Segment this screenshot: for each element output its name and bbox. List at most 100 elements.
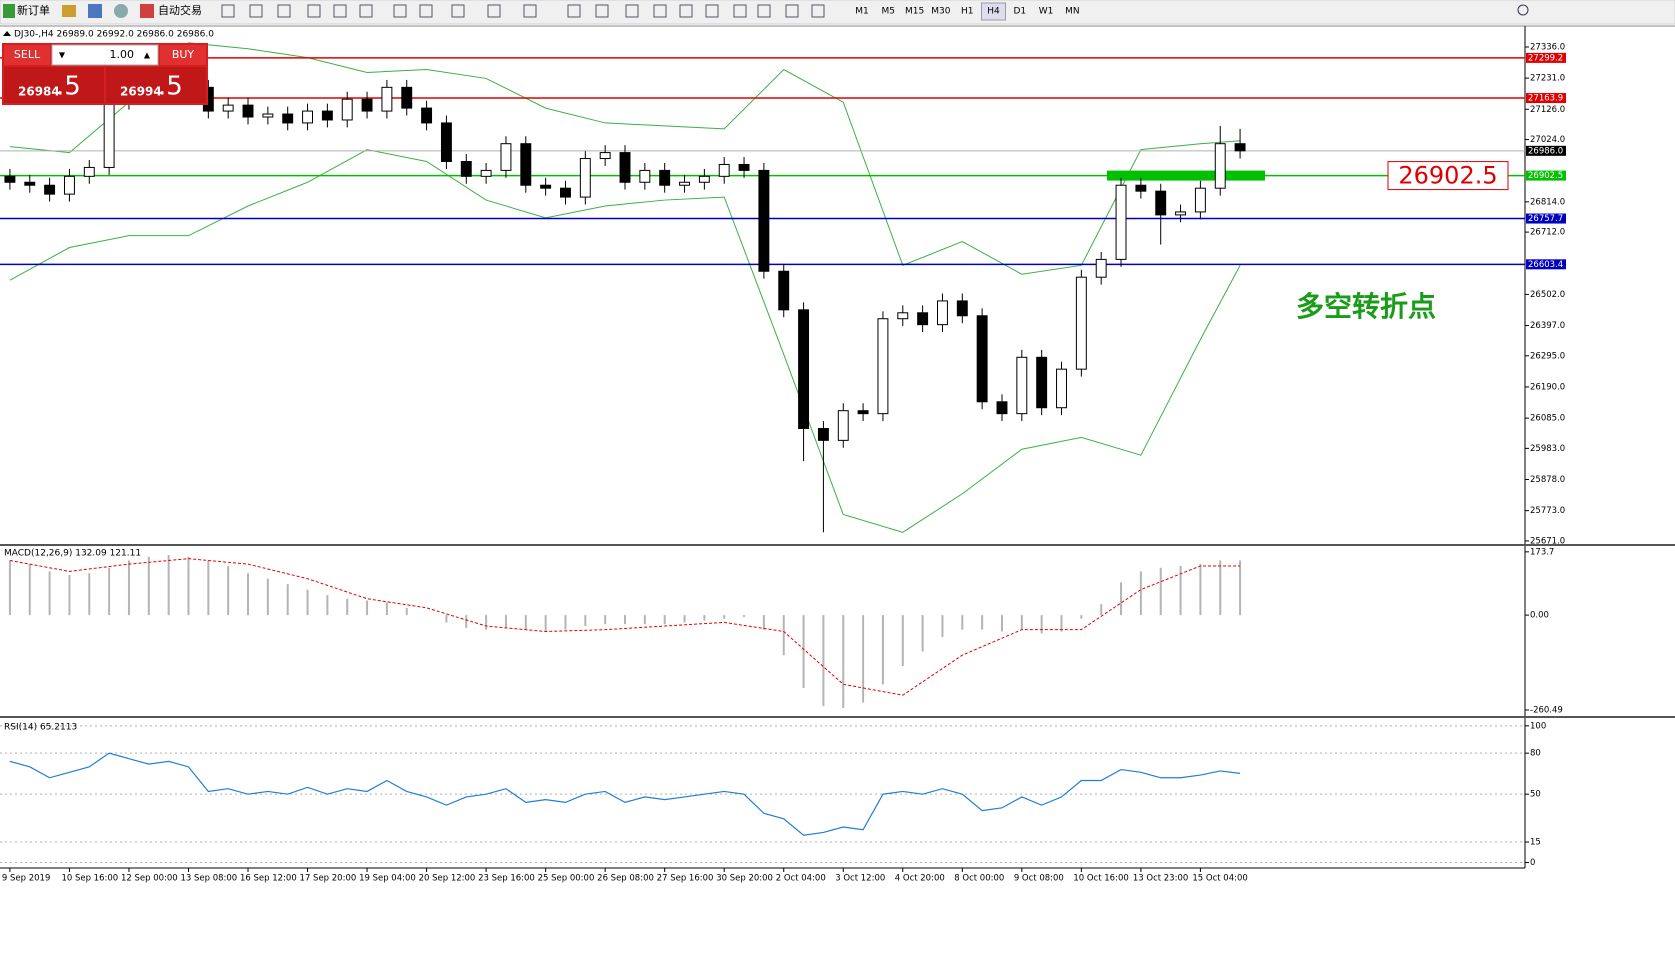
tool-icon[interactable] <box>307 4 321 18</box>
annotation-text: 多空转折点 <box>1296 290 1436 323</box>
icon[interactable] <box>88 4 102 18</box>
candle-body <box>1036 356 1048 409</box>
tool-icon[interactable] <box>811 4 825 18</box>
timeframe-bar: M1 M5 M15 M30 H1 H4 D1 W1 MN <box>855 2 1529 21</box>
tool-icon[interactable] <box>359 4 373 18</box>
x-tick-label: 9 Sep 2019 <box>2 874 50 884</box>
candle-body <box>837 410 849 441</box>
timeframe-button[interactable]: M15 <box>905 7 924 17</box>
y-tick-label: 25983.0 <box>1530 444 1565 454</box>
toolbar-icons <box>221 4 825 18</box>
candle-body <box>480 169 492 177</box>
candle-body <box>302 110 314 124</box>
macd-header: MACD(12,26,9) 132.09 121.11 <box>4 549 141 559</box>
lots-input[interactable] <box>51 44 159 66</box>
tool-icon[interactable] <box>221 4 235 18</box>
new-order-icon[interactable] <box>3 4 15 18</box>
candle-body <box>1115 184 1127 260</box>
sell-price[interactable]: 26984 <box>18 85 60 99</box>
tool-icon[interactable] <box>653 4 667 18</box>
candle-body <box>500 143 512 171</box>
timeframe-button[interactable]: M30 <box>931 7 950 17</box>
x-tick-label: 26 Sep 08:00 <box>597 874 654 884</box>
candle-body <box>956 300 968 317</box>
lots-value[interactable]: 1.00 <box>110 48 135 61</box>
price-box <box>1526 170 1566 181</box>
y-tick-label: 27126.0 <box>1530 105 1565 115</box>
candle-body <box>1175 211 1187 216</box>
timeframe-button[interactable]: M1 <box>855 7 869 17</box>
candle-body <box>1194 187 1206 213</box>
macd-signal <box>9 558 1241 696</box>
timeframe-button[interactable]: M5 <box>882 7 896 17</box>
candle-body <box>877 318 889 415</box>
lots-up[interactable]: ▲ <box>144 51 151 60</box>
tool-icon[interactable] <box>277 4 291 18</box>
candle-body <box>579 158 591 198</box>
one-click-panel: SELL ▼ 1.00 ▲ BUY 26984 .5 26994 .5 <box>2 43 208 105</box>
candle-body <box>242 104 254 118</box>
tool-icon[interactable] <box>567 4 581 18</box>
auto-trade-button[interactable]: 自动交易 <box>158 3 202 17</box>
timeframe-button[interactable]: H1 <box>961 7 974 17</box>
candle-body <box>599 152 611 160</box>
candle-body <box>639 169 651 183</box>
lots-down[interactable]: ▼ <box>59 51 66 60</box>
icon[interactable] <box>114 4 128 18</box>
timeframe-active[interactable] <box>981 2 1006 21</box>
tool-icon[interactable] <box>523 4 537 18</box>
buy-pips[interactable]: .5 <box>158 72 183 102</box>
candle-body <box>460 160 472 177</box>
tool-icon[interactable] <box>333 4 347 18</box>
collapse-icon[interactable] <box>3 31 11 36</box>
x-tick-label: 19 Sep 04:00 <box>359 874 416 884</box>
sell-price-box[interactable] <box>4 67 104 103</box>
plot: 27336.0 27231.0 27126.0 27024.0 26814.0 26712… <box>0 42 1566 884</box>
timeframe-button[interactable]: W1 <box>1039 7 1054 17</box>
tool-icon[interactable] <box>679 4 693 18</box>
buy-price[interactable]: 26994 <box>120 85 162 99</box>
y-tick-label: 26814.0 <box>1530 197 1565 207</box>
candle-body <box>817 427 829 441</box>
x-tick-label: 8 Oct 00:00 <box>954 874 1004 884</box>
tool-icon[interactable] <box>487 4 501 18</box>
new-order-button[interactable]: 新订单 <box>17 3 50 17</box>
price-box-label: 26603.4 <box>1528 260 1563 270</box>
tool-icon[interactable] <box>705 4 719 18</box>
candle-body <box>540 184 552 189</box>
x-tick-label: 23 Sep 16:00 <box>478 874 535 884</box>
search-icon[interactable] <box>1517 4 1529 16</box>
tool-icon[interactable] <box>785 4 799 18</box>
rsi-header: RSI(14) 65.2113 <box>4 723 77 733</box>
timeframe-button[interactable]: H4 <box>987 7 1000 17</box>
candle-body <box>758 169 770 272</box>
sell-button[interactable] <box>4 45 50 65</box>
auto-trade-icon[interactable] <box>140 4 154 18</box>
buy-button[interactable] <box>160 45 206 65</box>
tool-icon[interactable] <box>249 4 263 18</box>
tool-icon[interactable] <box>625 4 639 18</box>
y-tick-label: 26190.0 <box>1530 382 1565 392</box>
buy-price-box[interactable] <box>106 67 206 103</box>
sell-label[interactable]: SELL <box>14 48 41 61</box>
timeframe-button[interactable]: MN <box>1065 7 1080 17</box>
icon[interactable] <box>62 5 76 17</box>
price-box-label: 27299.2 <box>1528 53 1563 63</box>
x-tick-label: 20 Sep 12:00 <box>419 874 476 884</box>
candle-body <box>798 309 810 429</box>
tool-icon[interactable] <box>393 4 407 18</box>
timeframe-button[interactable]: D1 <box>1013 7 1026 17</box>
tool-icon[interactable] <box>757 4 771 18</box>
buy-label[interactable]: BUY <box>172 48 195 61</box>
candle-body <box>1075 276 1087 370</box>
candle-body <box>63 175 75 195</box>
candle-body <box>1214 143 1226 189</box>
tool-icon[interactable] <box>419 4 433 18</box>
tool-icon[interactable] <box>733 4 747 18</box>
price-box <box>1526 93 1566 104</box>
tool-icon[interactable] <box>451 4 465 18</box>
sell-pips[interactable]: .5 <box>56 72 81 102</box>
y-tick-label: 26295.0 <box>1530 351 1565 361</box>
tool-icon[interactable] <box>595 4 609 18</box>
y-tick-label: 50 <box>1530 790 1541 800</box>
